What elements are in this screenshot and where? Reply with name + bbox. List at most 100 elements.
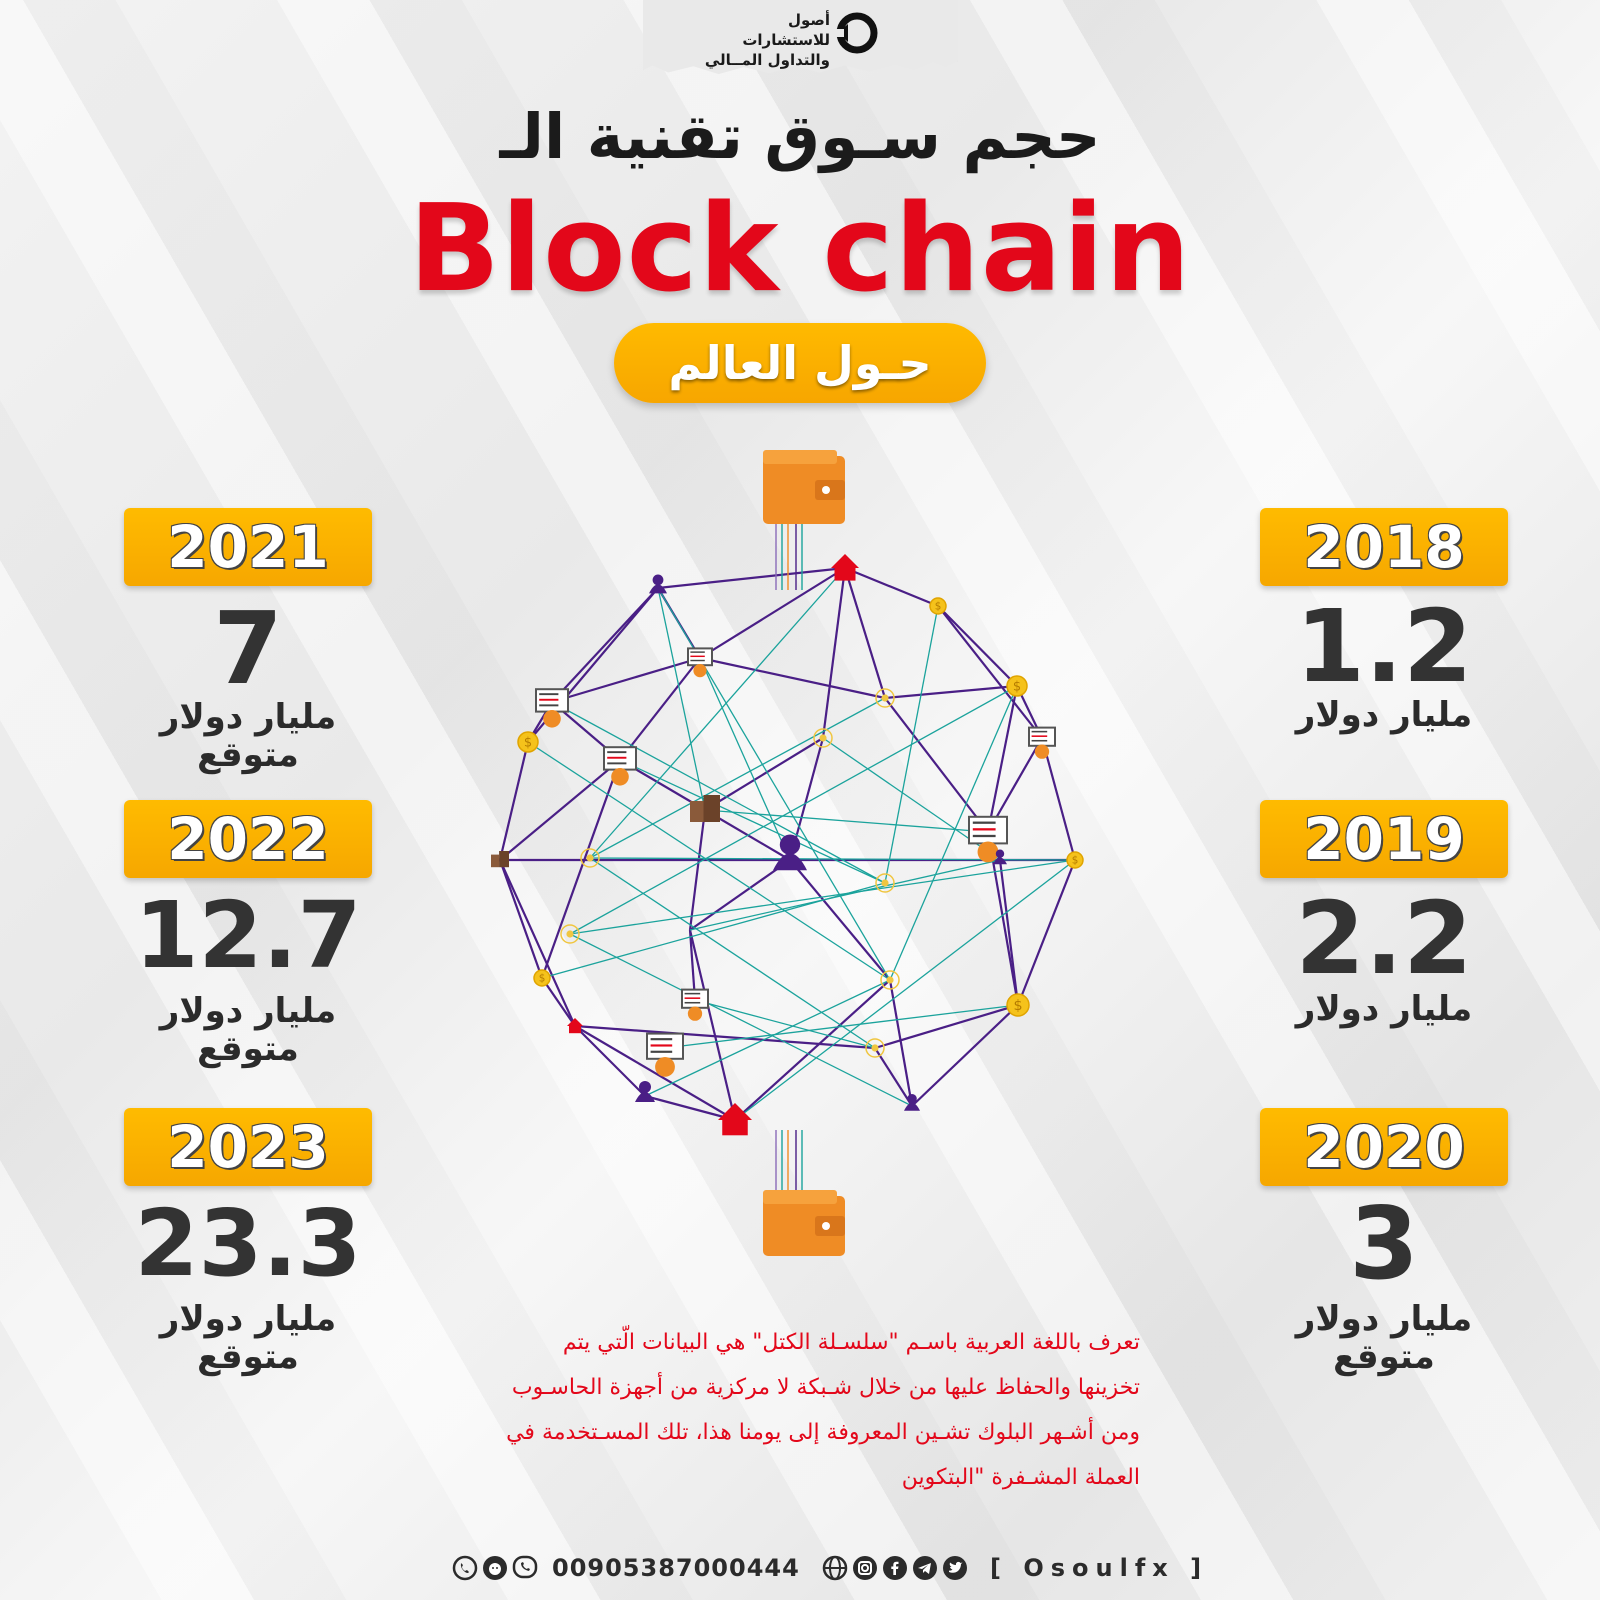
network-link (884, 684, 1018, 700)
whatsapp-icon[interactable] (452, 1555, 478, 1581)
year-box-2023: 2023 (124, 1108, 372, 1186)
network-link (998, 859, 1020, 1006)
network-link (551, 656, 701, 704)
web-icon[interactable] (822, 1555, 848, 1581)
subtitle-pill: حـول العالم (614, 323, 986, 403)
logo-line-1: أصول للاستشارات (742, 11, 830, 49)
unit-2021: مليار دولار (159, 697, 337, 737)
computer-icon (968, 815, 1008, 863)
year-box-2020: 2020 (1260, 1108, 1508, 1186)
year-label: 2019 (1303, 805, 1465, 873)
description-line: تعرف باللغة العربية باسـم "سلسـلة الكتل"… (562, 1330, 1140, 1355)
twitter-icon[interactable] (942, 1555, 968, 1581)
instagram-icon[interactable] (852, 1555, 878, 1581)
network-link (789, 859, 891, 981)
year-label: 2020 (1303, 1113, 1465, 1181)
home-icon (718, 1103, 752, 1136)
computer-icon (646, 1032, 684, 1077)
facebook-icon[interactable] (882, 1555, 908, 1581)
year-label: 2021 (167, 513, 329, 581)
network-link (937, 605, 1018, 687)
node-icon (875, 873, 895, 893)
network-link (874, 1047, 913, 1107)
network-link (664, 1004, 1019, 1049)
year-box-2018: 2018 (1260, 508, 1508, 586)
network-link (734, 859, 1076, 1121)
network-link (541, 882, 886, 979)
network-link (821, 567, 847, 739)
note-2022: متوقع (197, 1029, 299, 1069)
network-link (569, 859, 1076, 935)
year-box-2021: 2021 (124, 508, 372, 586)
title-english: Block chain (408, 180, 1192, 319)
network-link (527, 741, 891, 981)
node-icon (580, 848, 600, 868)
coin-icon: $ (929, 597, 947, 615)
value-2018: 1.2 (1295, 588, 1473, 705)
network-link (1016, 859, 1077, 1006)
title-arabic: حجم سـوق تقنية الـ (499, 100, 1101, 173)
network-link (694, 999, 876, 1049)
logo-line-2: والتداول المــالي (704, 51, 830, 69)
network-link (541, 977, 576, 1027)
network-link (884, 697, 989, 833)
computer-icon (535, 688, 569, 728)
unit-2023: مليار دولار (159, 1299, 337, 1339)
coin-icon: $ (1006, 993, 1030, 1017)
network-link (574, 1024, 876, 1050)
network-link (644, 979, 891, 1097)
network-link (1040, 737, 1077, 861)
svg-text:$: $ (539, 973, 546, 985)
user-icon (904, 1094, 920, 1111)
support-icon[interactable] (482, 1555, 508, 1581)
network-link (889, 685, 1018, 981)
network-link (589, 857, 876, 1049)
node-icon (813, 728, 833, 748)
user-icon (773, 834, 807, 871)
phone-number[interactable]: 00905387000444 (552, 1554, 800, 1582)
network-link (589, 567, 846, 859)
computer-icon (603, 746, 637, 786)
svg-text:$: $ (1013, 680, 1021, 695)
network-link (704, 809, 989, 833)
viber-icon[interactable] (512, 1555, 538, 1581)
note-2021: متوقع (197, 735, 299, 775)
network-link (551, 587, 659, 703)
year-box-2019: 2019 (1260, 800, 1508, 878)
telegram-icon[interactable] (912, 1555, 938, 1581)
value-2019: 2.2 (1295, 880, 1473, 997)
footer: 00905387000444 [ Osoulfx ] (0, 1546, 1600, 1590)
network-link (657, 587, 706, 811)
year-label: 2018 (1303, 513, 1465, 581)
network-link (888, 979, 914, 1107)
coin-icon: $ (533, 969, 551, 987)
note-2020: متوقع (1333, 1337, 1435, 1377)
logo-mark-icon (834, 12, 878, 54)
network-link (499, 759, 621, 861)
wallet-icon (763, 1190, 845, 1256)
logo-text: أصول للاستشارات والتداول المــالي (700, 10, 830, 70)
social-handle[interactable]: [ Osoulfx ] (990, 1554, 1209, 1582)
network-link (498, 859, 577, 1027)
network-link (657, 566, 846, 590)
node-icon (880, 970, 900, 990)
svg-text:$: $ (935, 601, 942, 613)
logo-paper (643, 0, 958, 75)
value-2022: 12.7 (134, 882, 362, 989)
network-link (699, 656, 886, 700)
unit-2018: مليار دولار (1295, 695, 1473, 735)
network-nodes: $$$$$$$ (491, 554, 1084, 1136)
svg-text:$: $ (1013, 998, 1022, 1014)
unit-2019: مليار دولار (1295, 989, 1473, 1029)
wallet-wires (775, 524, 803, 1190)
description-line: تخزينها والحفاظ عليها من خلال شـبكة لا م… (511, 1375, 1140, 1400)
network-link (688, 929, 737, 1121)
network-link (986, 685, 1019, 833)
network-link (644, 1094, 736, 1122)
building-icon (690, 795, 720, 822)
home-icon (567, 1018, 583, 1034)
node-icon (560, 924, 580, 944)
network-link (734, 979, 891, 1121)
description-line: العملة المشـفرة "البتكوين (901, 1465, 1140, 1490)
value-2020: 3 (1349, 1185, 1419, 1302)
